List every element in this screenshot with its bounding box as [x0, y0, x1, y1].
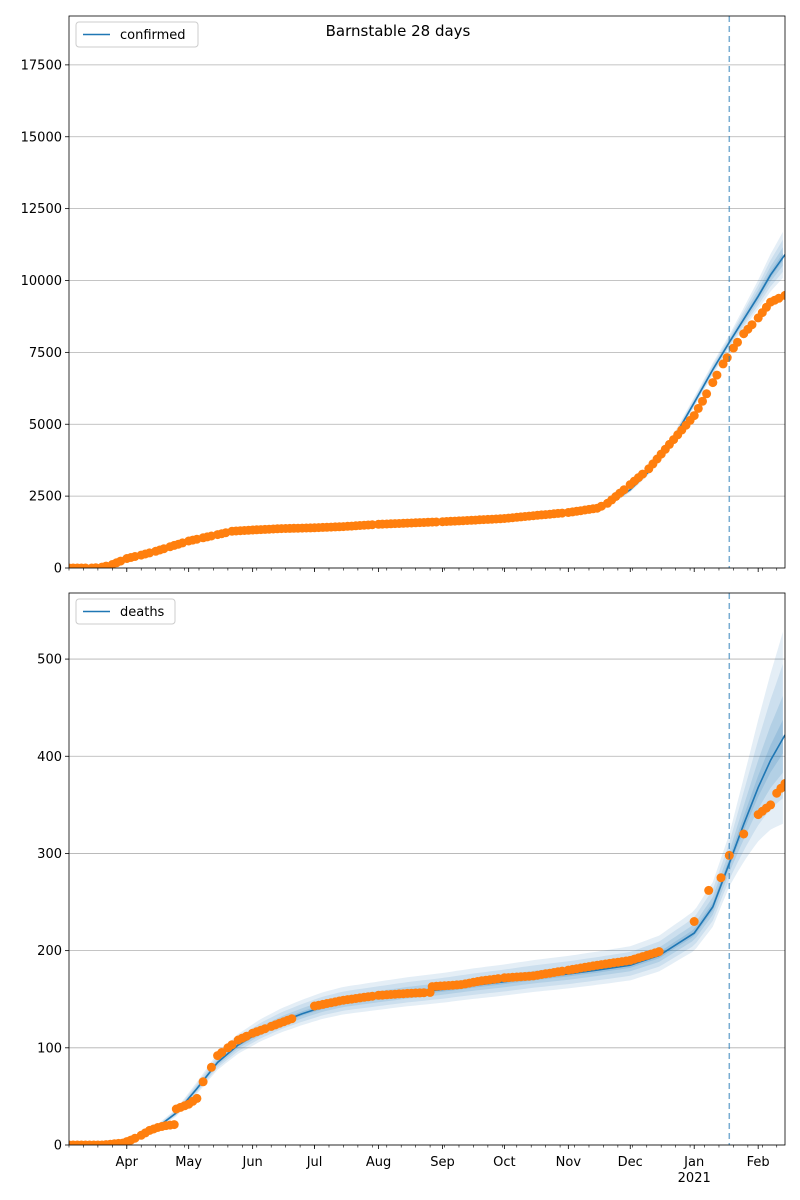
y-tick-label: 0: [54, 1139, 62, 1154]
x-tick-label: May: [175, 1155, 202, 1170]
x-tick-label: Jun: [241, 1155, 262, 1170]
y-tick-label: 10000: [21, 274, 62, 289]
x-tick-label: Nov: [556, 1155, 582, 1170]
x-tick-label: Oct: [493, 1155, 515, 1170]
observed-point: [780, 779, 785, 788]
observed-point: [206, 1062, 216, 1072]
observed-point: [739, 829, 749, 839]
x-tick-label: Jul: [306, 1155, 323, 1170]
plot-background: [69, 593, 785, 1145]
y-tick-label: 17500: [21, 58, 62, 73]
observed-point: [217, 1048, 227, 1057]
observed-point: [689, 411, 699, 421]
chart-title: Barnstable 28 days: [326, 22, 471, 40]
observed-point: [698, 396, 707, 406]
observed-markers: [69, 779, 785, 1145]
observed-point: [712, 370, 722, 380]
y-tick-label: 15000: [21, 130, 62, 145]
legend-box: [75, 21, 199, 48]
observed-point: [693, 403, 703, 413]
observed-point: [747, 320, 757, 330]
legend-box: [75, 598, 176, 625]
plot-clipped-group: [69, 231, 785, 568]
top-panel-plot-area: [68, 15, 786, 569]
y-tick-label: 12500: [21, 202, 62, 217]
x-tick-label: Jan: [683, 1155, 704, 1170]
axes-frame: [68, 15, 786, 569]
y-tick-label: 300: [37, 847, 62, 862]
observed-point: [702, 389, 712, 399]
plot-clipped-group: [69, 631, 785, 1145]
observed-point: [704, 885, 714, 895]
top-panel-legend: confirmed: [75, 21, 199, 48]
y-tick-label: 100: [37, 1041, 62, 1056]
observed-markers: [69, 290, 785, 568]
y-tick-label: 7500: [29, 346, 62, 361]
observed-point: [654, 947, 664, 957]
observed-point: [192, 1093, 202, 1103]
observed-point: [733, 337, 742, 347]
y-tick-label: 0: [54, 562, 62, 577]
y-tick-label: 200: [37, 944, 62, 959]
observed-point: [198, 1077, 208, 1087]
x-tick-label: Dec: [618, 1155, 643, 1170]
observed-point: [638, 469, 648, 479]
bottom-panel-y-axis: 0 100 200 300 400 500: [37, 653, 69, 1154]
y-tick-label: 2500: [29, 490, 62, 505]
observed-point: [766, 800, 776, 810]
legend-label-deaths: deaths: [120, 605, 165, 620]
y-tick-label: 400: [37, 750, 62, 765]
observed-point: [689, 917, 699, 926]
observed-point: [780, 290, 785, 300]
observed-point: [619, 485, 629, 495]
observed-point: [287, 1014, 297, 1024]
bottom-panel-legend: deaths: [75, 598, 176, 625]
observed-point: [169, 1120, 179, 1130]
top-panel-x-axis: [68, 568, 778, 572]
observed-point: [722, 353, 732, 363]
observed-point: [708, 378, 718, 388]
x-tick-label: Aug: [366, 1155, 391, 1170]
x-tick-label: Apr: [116, 1155, 139, 1170]
bottom-panel-plot-area: [68, 592, 786, 1146]
bottom-panel-background: [69, 593, 785, 1146]
y-tick-label: 5000: [29, 418, 62, 433]
y-tick-label: 500: [37, 653, 62, 668]
top-panel-y-axis: 0 2500 5000 7500 10000 12500 15000 17500: [21, 58, 69, 577]
x-tick-label: Feb: [747, 1155, 770, 1170]
top-panel: 0 2500 5000 7500 10000 12500 15000 17500 confir…: [21, 15, 786, 577]
x-tick-sublabel: 2021: [678, 1171, 711, 1186]
legend-label-confirmed: confirmed: [120, 28, 186, 43]
observed-point: [716, 873, 726, 883]
x-tick-label: Sep: [430, 1155, 455, 1170]
bottom-panel: 0 100 200 300 400 500 Apr May Jun Jul Aug Sep Oct No…: [37, 592, 786, 1186]
plot-background: [69, 16, 785, 568]
top-panel-background: [69, 16, 785, 569]
observed-point: [227, 1040, 237, 1050]
axes-frame: [68, 592, 786, 1146]
